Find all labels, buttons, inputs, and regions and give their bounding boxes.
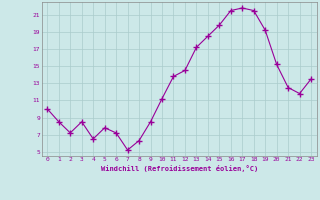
X-axis label: Windchill (Refroidissement éolien,°C): Windchill (Refroidissement éolien,°C) <box>100 165 258 172</box>
